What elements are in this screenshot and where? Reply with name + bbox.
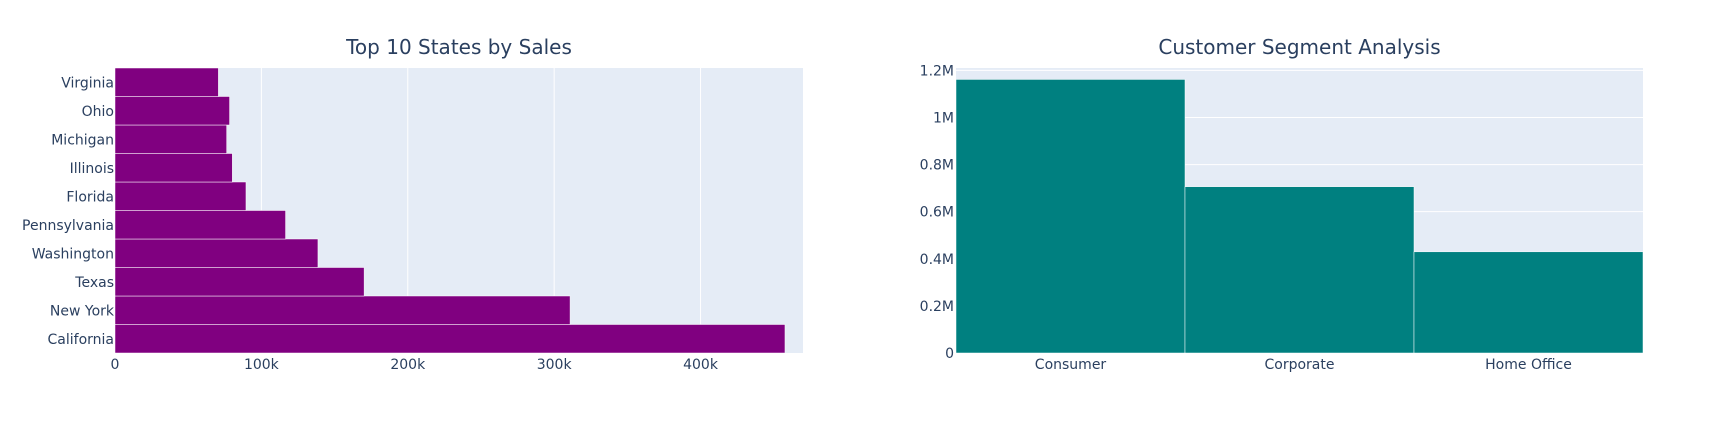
bar — [955, 79, 1186, 354]
bar — [1184, 186, 1415, 354]
bar — [114, 124, 227, 154]
y-tick-label: Washington — [32, 246, 114, 262]
y-tick-label: Illinois — [70, 161, 114, 177]
y-tick-label: Virginia — [61, 75, 114, 91]
y-tick-labels: California New York Texas Washington Pennsyl… — [22, 75, 115, 348]
x-tick-label: 300k — [537, 357, 573, 373]
chart-title: Top 10 States by Sales — [345, 35, 572, 59]
bars — [955, 79, 1644, 354]
x-tick-label: 100k — [244, 357, 280, 373]
bar — [114, 295, 571, 325]
y-tick-label: California — [48, 332, 114, 348]
y-tick-label: Ohio — [82, 104, 114, 120]
y-tick-label: 0.6M — [920, 205, 954, 221]
y-tick-label: New York — [50, 303, 115, 319]
x-tick-label: 400k — [683, 357, 719, 373]
x-tick-label: 0 — [111, 357, 120, 373]
x-tick-labels: 0 100k 200k 300k 400k — [111, 357, 719, 373]
chart-title: Customer Segment Analysis — [1158, 35, 1440, 59]
bars — [114, 67, 786, 354]
y-tick-label: Florida — [66, 189, 114, 205]
segment-chart: 0 0.2M 0.4M 0.6M 0.8M 1M 1.2M Consumer Corporat… — [920, 35, 1644, 373]
y-tick-labels: 0 0.2M 0.4M 0.6M 0.8M 1M 1.2M — [920, 63, 954, 362]
bar — [114, 324, 786, 354]
x-tick-label: Corporate — [1265, 357, 1335, 373]
y-tick-label: 0 — [945, 346, 954, 362]
bar — [114, 238, 319, 268]
bar — [114, 96, 230, 126]
bar — [114, 210, 286, 240]
y-tick-label: Texas — [74, 275, 114, 291]
bar — [114, 67, 219, 97]
x-tick-label: Consumer — [1035, 357, 1107, 373]
y-tick-label: 0.2M — [920, 299, 954, 315]
y-tick-label: Pennsylvania — [22, 218, 114, 234]
x-tick-label: Home Office — [1485, 357, 1572, 373]
bar — [114, 153, 233, 183]
bar — [1413, 251, 1644, 354]
y-tick-label: 0.8M — [920, 158, 954, 174]
bar — [114, 181, 247, 211]
y-tick-label: 0.4M — [920, 252, 954, 268]
bar — [114, 267, 365, 297]
y-tick-label: Michigan — [51, 132, 114, 148]
y-tick-label: 1.2M — [920, 63, 954, 79]
x-tick-label: 200k — [390, 357, 426, 373]
top-states-chart: California New York Texas Washington Pennsyl… — [22, 35, 803, 373]
y-tick-label: 1M — [933, 110, 954, 126]
x-tick-labels: Consumer Corporate Home Office — [1035, 357, 1572, 373]
